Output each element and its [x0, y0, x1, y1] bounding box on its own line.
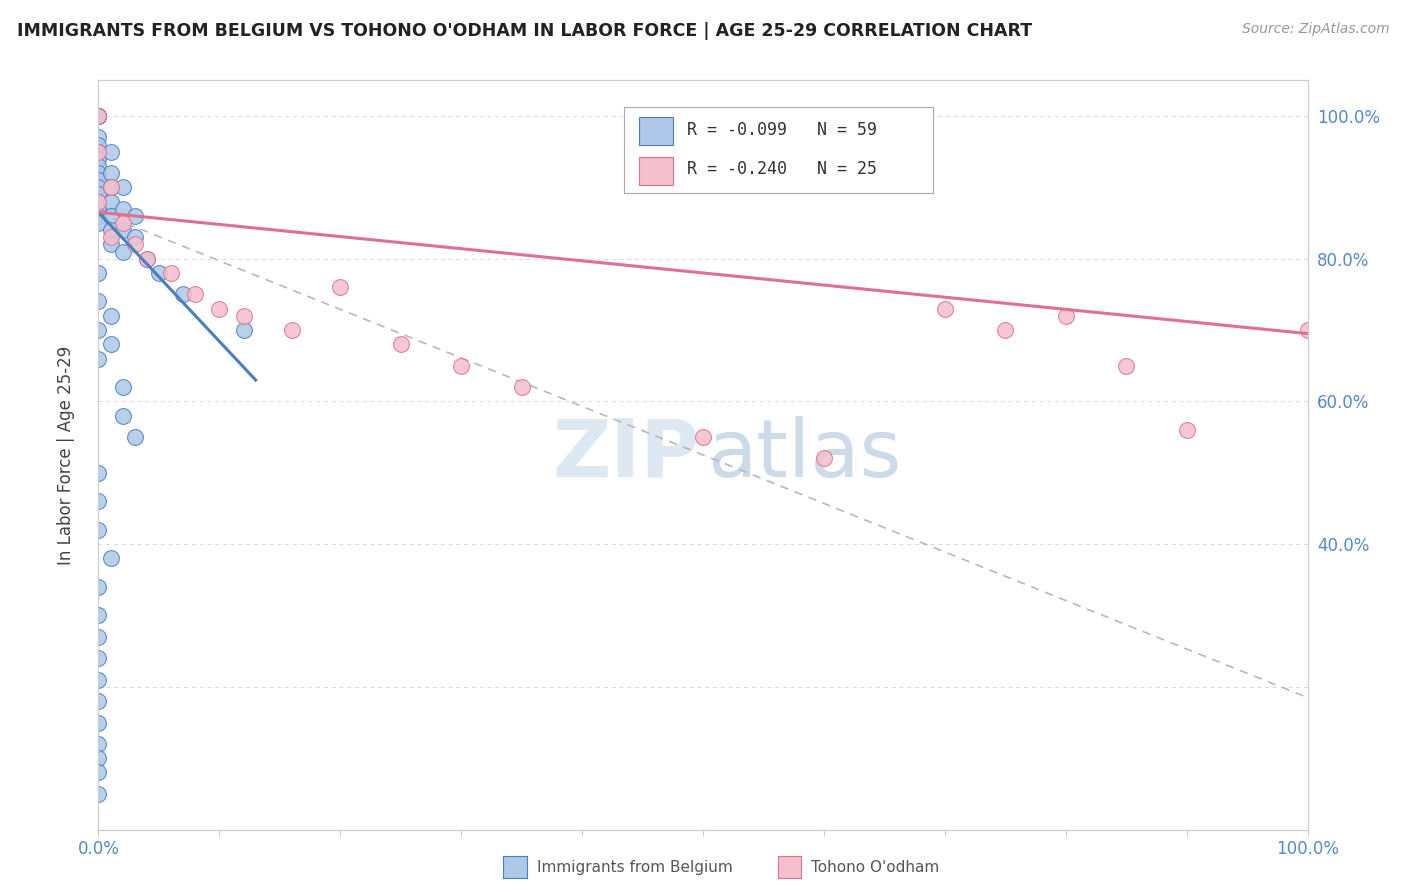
Point [100, 194, 122, 209]
Point [87, 109, 110, 123]
Point [87, 765, 110, 780]
Point [148, 266, 170, 280]
Point [87, 737, 110, 751]
Point [87, 580, 110, 594]
Point [1054, 309, 1077, 323]
Point [111, 223, 134, 237]
Point [111, 202, 134, 216]
Point [100, 223, 122, 237]
Point [87, 351, 110, 366]
Point [87, 294, 110, 309]
Point [87, 715, 110, 730]
Point [100, 551, 122, 566]
Point [813, 451, 835, 466]
Point [87, 109, 110, 123]
Point [87, 494, 110, 508]
Point [510, 380, 533, 394]
Point [87, 216, 110, 230]
Point [450, 359, 472, 373]
Point [87, 466, 110, 480]
Point [87, 694, 110, 708]
Point [87, 166, 110, 180]
Point [111, 409, 134, 423]
Point [111, 244, 134, 259]
Point [111, 180, 134, 194]
Point [87, 194, 110, 209]
Text: Immigrants from Belgium: Immigrants from Belgium [537, 860, 733, 874]
Point [87, 137, 110, 152]
Point [172, 287, 194, 301]
Point [87, 266, 110, 280]
Point [1175, 423, 1198, 437]
Point [1115, 359, 1137, 373]
Point [87, 651, 110, 665]
Point [87, 145, 110, 159]
Point [100, 180, 122, 194]
Point [87, 202, 110, 216]
Point [87, 187, 110, 202]
Y-axis label: In Labor Force | Age 25-29: In Labor Force | Age 25-29 [56, 345, 75, 565]
Point [135, 252, 157, 266]
Point [111, 216, 134, 230]
Point [87, 109, 110, 123]
Point [135, 252, 157, 266]
Point [100, 337, 122, 351]
Point [184, 287, 207, 301]
Point [87, 159, 110, 173]
Point [100, 237, 122, 252]
Text: Source: ZipAtlas.com: Source: ZipAtlas.com [1241, 22, 1389, 37]
Text: Tohono O'odham: Tohono O'odham [811, 860, 939, 874]
Point [87, 109, 110, 123]
Point [232, 309, 254, 323]
Point [100, 230, 122, 244]
Point [87, 173, 110, 187]
Point [124, 430, 146, 444]
Point [87, 787, 110, 801]
Point [111, 380, 134, 394]
Point [87, 130, 110, 145]
Point [208, 301, 231, 316]
Point [124, 237, 146, 252]
Point [124, 230, 146, 244]
Bar [638, 157, 673, 186]
Point [100, 166, 122, 180]
Point [87, 209, 110, 223]
Point [87, 194, 110, 209]
Point [87, 323, 110, 337]
Point [100, 145, 122, 159]
Point [87, 145, 110, 159]
Point [124, 209, 146, 223]
Text: R = -0.240   N = 25: R = -0.240 N = 25 [688, 160, 877, 178]
Point [1296, 323, 1319, 337]
Text: IMMIGRANTS FROM BELGIUM VS TOHONO O'ODHAM IN LABOR FORCE | AGE 25-29 CORRELATION: IMMIGRANTS FROM BELGIUM VS TOHONO O'ODHA… [17, 22, 1032, 40]
Point [87, 608, 110, 623]
Point [100, 180, 122, 194]
Point [87, 109, 110, 123]
Text: ZIP: ZIP [553, 416, 699, 494]
Point [100, 209, 122, 223]
FancyBboxPatch shape [624, 106, 932, 193]
Point [281, 323, 304, 337]
Point [994, 323, 1017, 337]
Point [692, 430, 714, 444]
Point [232, 323, 254, 337]
Point [87, 751, 110, 765]
Text: atlas: atlas [707, 416, 901, 494]
Point [87, 630, 110, 644]
Point [934, 301, 956, 316]
Point [87, 673, 110, 687]
Point [329, 280, 352, 294]
Point [87, 109, 110, 123]
Bar [638, 117, 673, 145]
Point [87, 180, 110, 194]
Point [87, 152, 110, 166]
Point [100, 309, 122, 323]
Point [87, 523, 110, 537]
Point [160, 266, 183, 280]
Text: R = -0.099   N = 59: R = -0.099 N = 59 [688, 121, 877, 139]
Point [389, 337, 412, 351]
